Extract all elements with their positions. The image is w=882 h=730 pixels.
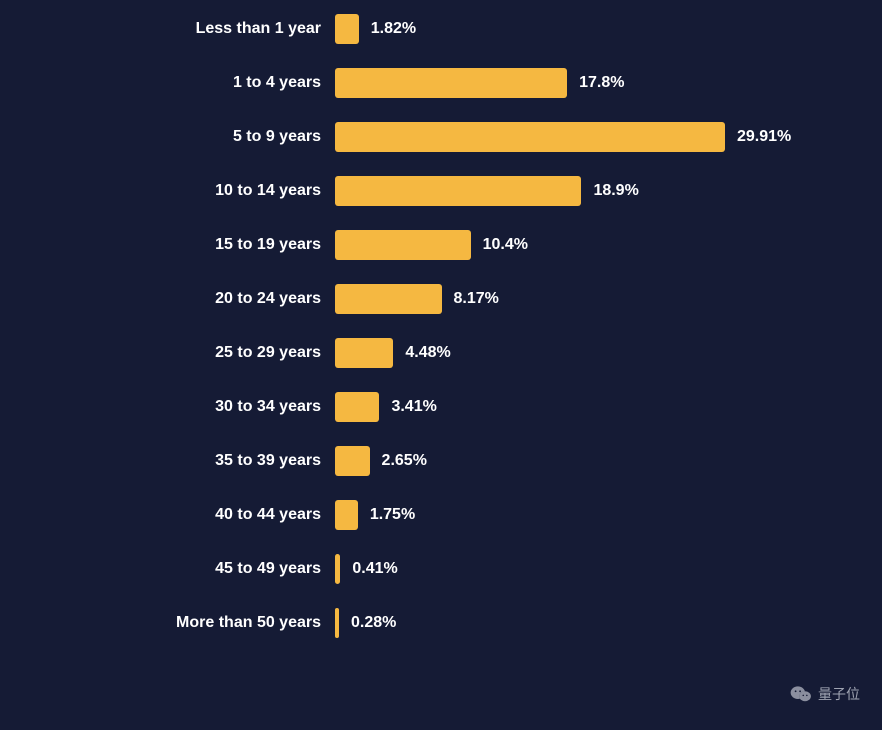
bar	[335, 14, 359, 44]
value-label: 3.41%	[379, 398, 436, 416]
category-label: 30 to 34 years	[0, 398, 335, 416]
category-label: 45 to 49 years	[0, 560, 335, 578]
bar	[335, 446, 370, 476]
value-label: 18.9%	[581, 182, 638, 200]
chart-row: 35 to 39 years 2.65%	[0, 434, 842, 488]
bar-track	[335, 230, 471, 260]
bar-track	[335, 446, 370, 476]
category-label: 40 to 44 years	[0, 506, 335, 524]
bar	[335, 230, 471, 260]
value-label: 4.48%	[393, 344, 450, 362]
category-label: More than 50 years	[0, 614, 335, 632]
bar-track	[335, 284, 442, 314]
category-label: 1 to 4 years	[0, 74, 335, 92]
bar	[335, 176, 581, 206]
watermark: 量子位	[790, 684, 860, 704]
watermark-text: 量子位	[818, 684, 860, 704]
chart-row: 15 to 19 years 10.4%	[0, 218, 842, 272]
chart-row: 5 to 9 years 29.91%	[0, 110, 842, 164]
category-label: Less than 1 year	[0, 20, 335, 38]
chart-row: 30 to 34 years 3.41%	[0, 380, 842, 434]
value-label: 29.91%	[725, 128, 791, 146]
category-label: 20 to 24 years	[0, 290, 335, 308]
chart-row: 20 to 24 years 8.17%	[0, 272, 842, 326]
bar-track	[335, 500, 358, 530]
bar	[335, 284, 442, 314]
bar-track	[335, 338, 393, 368]
chart-row: 1 to 4 years 17.8%	[0, 56, 842, 110]
bar	[335, 338, 393, 368]
bar-track	[335, 122, 725, 152]
wechat-icon	[790, 685, 812, 703]
value-label: 10.4%	[471, 236, 528, 254]
chart-row: More than 50 years0.28%	[0, 596, 842, 650]
value-label: 0.28%	[339, 614, 396, 632]
bar	[335, 122, 725, 152]
value-label: 0.41%	[340, 560, 397, 578]
bar	[335, 68, 567, 98]
value-label: 1.75%	[358, 506, 415, 524]
chart-row: 10 to 14 years 18.9%	[0, 164, 842, 218]
category-label: 10 to 14 years	[0, 182, 335, 200]
value-label: 2.65%	[370, 452, 427, 470]
chart-row: 45 to 49 years 0.41%	[0, 542, 842, 596]
category-label: 5 to 9 years	[0, 128, 335, 146]
bar	[335, 500, 358, 530]
bar-track	[335, 14, 359, 44]
value-label: 8.17%	[442, 290, 499, 308]
bar	[335, 392, 379, 422]
chart-row: 25 to 29 years 4.48%	[0, 326, 842, 380]
category-label: 15 to 19 years	[0, 236, 335, 254]
chart-row: Less than 1 year 1.82%	[0, 2, 842, 56]
horizontal-bar-chart: Less than 1 year 1.82% 1 to 4 years 17.8% 5 …	[0, 0, 882, 650]
category-label: 35 to 39 years	[0, 452, 335, 470]
bar-track	[335, 176, 581, 206]
chart-row: 40 to 44 years 1.75%	[0, 488, 842, 542]
category-label: 25 to 29 years	[0, 344, 335, 362]
value-label: 1.82%	[359, 20, 416, 38]
bar-track	[335, 68, 567, 98]
value-label: 17.8%	[567, 74, 624, 92]
bar-track	[335, 392, 379, 422]
